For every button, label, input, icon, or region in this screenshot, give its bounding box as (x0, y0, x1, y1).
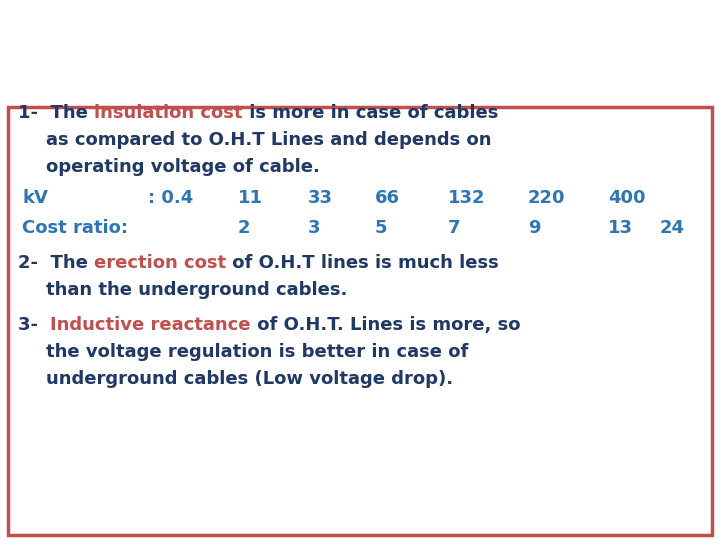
Text: 3: 3 (308, 219, 320, 237)
Text: 1-  The: 1- The (18, 104, 94, 122)
Text: of O.H.T lines is much less: of O.H.T lines is much less (226, 254, 499, 272)
Text: 220: 220 (528, 189, 565, 207)
Text: 400: 400 (608, 189, 646, 207)
Text: insulation cost: insulation cost (94, 104, 243, 122)
FancyBboxPatch shape (8, 107, 712, 535)
Text: 24: 24 (660, 219, 685, 237)
Text: 7: 7 (448, 219, 461, 237)
Text: of O.H.T. Lines is more, so: of O.H.T. Lines is more, so (251, 316, 521, 334)
Text: kV: kV (22, 189, 48, 207)
Text: Inductive reactance: Inductive reactance (50, 316, 251, 334)
Text: as compared to O.H.T Lines and depends on: as compared to O.H.T Lines and depends o… (46, 131, 492, 149)
Text: Cost ratio:: Cost ratio: (22, 219, 128, 237)
Text: underground cables (Low voltage drop).: underground cables (Low voltage drop). (46, 370, 453, 388)
Text: 132: 132 (448, 189, 485, 207)
Text: operating voltage of cable.: operating voltage of cable. (46, 158, 320, 176)
Text: than the underground cables.: than the underground cables. (46, 281, 347, 299)
Text: : 0.4: : 0.4 (148, 189, 193, 207)
Text: p. 464: p. 464 (625, 70, 708, 94)
Text: erection cost: erection cost (94, 254, 226, 272)
Text: 13: 13 (608, 219, 633, 237)
Text: 3-: 3- (18, 316, 50, 334)
Text: the voltage regulation is better in case of: the voltage regulation is better in case… (46, 343, 469, 361)
Text: 66: 66 (375, 189, 400, 207)
Text: 11: 11 (238, 189, 263, 207)
Text: is more in case of cables: is more in case of cables (243, 104, 498, 122)
Text: 5: 5 (375, 219, 387, 237)
Text: 33: 33 (308, 189, 333, 207)
Text: 9: 9 (528, 219, 541, 237)
Text: Overhead Lines Versus Underground Cables: Overhead Lines Versus Underground Cables (12, 16, 598, 40)
Text: 2: 2 (238, 219, 251, 237)
Text: 2-  The: 2- The (18, 254, 94, 272)
